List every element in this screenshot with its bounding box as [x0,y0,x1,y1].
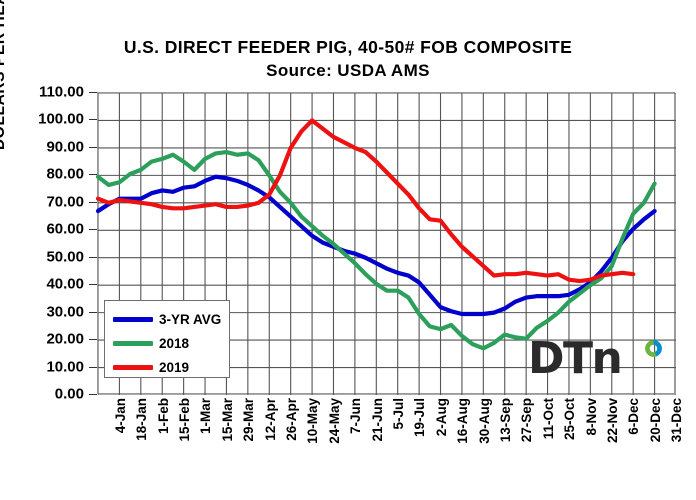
chart-subtitle: Source: USDA AMS [266,61,430,80]
chart-title-block: U.S. DIRECT FEEDER PIG, 40-50# FOB COMPO… [0,36,696,82]
x-axis-tick-label: 19-Jul [412,398,428,438]
x-axis-tick-label: 24-May [326,398,342,444]
x-axis-tick-label: 31-Dec [669,398,685,443]
y-axis-tick-label: 30.00 [46,303,84,321]
y-axis-tick-label: 100.00 [38,110,84,128]
x-axis-tick-label: 1-Mar [198,398,214,435]
legend-item: 2018 [113,335,190,351]
gridlines [98,93,676,395]
y-axis-tick-label: 20.00 [46,330,84,348]
series-lines [95,118,657,351]
y-axis-tick [89,174,97,176]
x-axis-tick-label: 20-Dec [647,398,663,443]
y-axis-tick [89,394,97,395]
y-axis-tick-label: 60.00 [46,220,84,238]
x-axis-tick-label: 21-Jun [369,398,385,442]
y-axis-tick-label: 40.00 [46,275,84,293]
y-axis-tick [89,201,97,203]
y-axis-tick [89,256,97,258]
legend-color-swatch [113,364,153,370]
x-axis-tick-label: 16-Aug [455,398,471,444]
y-axis-tick [89,311,97,313]
y-axis-tick-label: 70.00 [46,193,84,211]
y-axis-tick [89,339,97,341]
y-axis-tick [89,119,97,121]
y-axis-tick-label: 50.00 [46,248,84,266]
legend-label: 3-YR AVG [159,311,222,327]
x-axis-tick-label: 29-Mar [241,398,257,442]
y-axis-tick [89,146,97,148]
y-axis-tick-label: 0.00 [54,385,84,403]
x-axis-tick-label: 2-Aug [433,398,449,437]
x-axis-tick-label: 30-Aug [476,398,492,444]
y-axis-tick [89,92,97,93]
y-axis-tick-label: 10.00 [46,358,84,376]
chart-title: U.S. DIRECT FEEDER PIG, 40-50# FOB COMPO… [123,37,573,57]
dtn-wordmark: DTn [528,333,623,384]
y-axis-tick [89,284,97,286]
x-axis-tick-label: 6-Dec [626,398,642,435]
legend-color-swatch [113,316,153,322]
y-axis-labels: 0.00 10.00 20.00 30.00 40.00 50.00 60.00 70.00 8… [0,84,97,403]
legend-item: 3-YR AVG [113,311,222,327]
y-axis-tick [89,366,97,368]
y-axis-tick-label: 80.00 [46,165,84,183]
x-axis-tick-label: 18-Jan [134,398,150,441]
legend-color-swatch [113,340,153,346]
x-axis-tick-label: 4-Jan [112,398,128,434]
chart-legend: 3-YR AVG 2018 2019 [104,300,230,378]
legend-item: 2019 [113,359,190,375]
x-axis-tick-label: 15-Feb [176,398,192,442]
x-axis-tick-label: 5-Jul [391,398,406,430]
x-axis-tick-label: 22-Nov [605,398,621,444]
x-axis-tick-label: 15-Mar [219,398,235,442]
x-axis-tick-label: 13-Sep [498,398,514,443]
y-axis-tick [89,229,97,231]
x-axis-tick-label: 27-Sep [519,398,535,443]
x-axis-labels: 4-Jan 18-Jan 1-Feb 15-Feb 1-Mar 15-Mar 29-Mar 1… [97,398,685,498]
x-axis-tick-label: 11-Oct [540,398,556,440]
x-axis-tick-label: 7-Jun [348,398,364,435]
dtn-ring-icon [645,340,662,357]
y-axis-tick-label: 90.00 [46,138,84,156]
x-axis-tick-label: 1-Feb [155,398,171,435]
x-axis-tick-label: 25-Oct [562,398,578,441]
legend-label: 2018 [159,335,190,351]
x-axis-tick-label: 8-Nov [583,398,599,436]
x-axis-tick-label: 26-Apr [283,398,299,441]
x-axis-tick-label: 12-Apr [262,398,278,441]
dtn-logo: DTn [528,337,668,385]
x-axis-tick-label: 10-May [305,398,321,444]
legend-label: 2019 [159,359,190,375]
y-axis-tick-label: 110.00 [38,83,84,101]
